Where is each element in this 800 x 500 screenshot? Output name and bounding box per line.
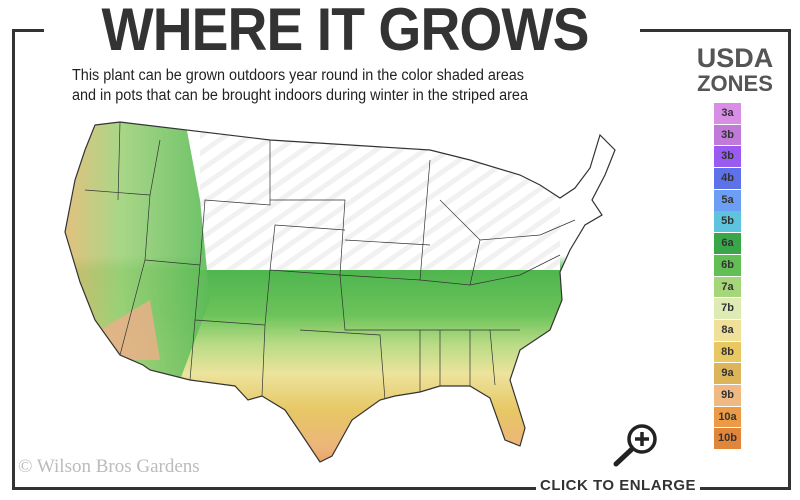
legend-zone-4b: 4b	[714, 168, 741, 189]
zone-legend: 3a 3b 3b 4b 5a 5b 6a 6b 7a 7b 8a 8b 9a 9b 10a 10b	[714, 103, 741, 450]
legend-zone-8b: 8b	[714, 341, 741, 363]
legend-zone-5a: 5a	[714, 189, 741, 211]
legend-zone-3b: 3b	[714, 124, 741, 146]
legend-zone-9b: 9b	[714, 384, 741, 406]
legend-title-line-1: USDA	[696, 43, 774, 73]
legend-zone-7a: 7a	[714, 276, 741, 298]
subtitle: This plant can be grown outdoors year ro…	[72, 66, 630, 106]
legend-zone-6a: 6a	[714, 233, 741, 254]
frame-left	[12, 29, 15, 490]
subtitle-line-1: This plant can be grown outdoors year ro…	[72, 67, 524, 84]
legend-zone-3b: 3b	[714, 146, 741, 168]
legend-zone-5b: 5b	[714, 211, 741, 233]
legend-zone-3a: 3a	[714, 103, 741, 124]
frame-bottom	[12, 487, 791, 490]
frame-top-left	[12, 29, 44, 32]
magnifier-plus-icon[interactable]	[610, 422, 662, 468]
subtitle-line-2: and in pots that can be brought indoors …	[72, 87, 528, 104]
legend-title: USDA ZONES	[680, 45, 790, 97]
usa-zone-map[interactable]	[40, 100, 630, 470]
copyright-watermark: © Wilson Bros Gardens	[18, 456, 200, 477]
click-to-enlarge-button[interactable]: CLICK TO ENLARGE	[536, 477, 701, 494]
legend-zone-10b: 10b	[714, 428, 741, 450]
legend-title-line-2: ZONES	[697, 71, 773, 96]
west-zones	[65, 122, 210, 380]
striped-area	[200, 130, 560, 270]
frame-right	[788, 29, 791, 490]
legend-zone-8a: 8a	[714, 319, 741, 341]
desert-zone	[100, 300, 160, 360]
legend-zone-9a: 9a	[714, 363, 741, 385]
legend-zone-7b: 7b	[714, 298, 741, 319]
page-title: WHERE IT GROWS	[101, 0, 590, 63]
legend-zone-6b: 6b	[714, 254, 741, 276]
state-borders	[84, 122, 576, 401]
legend-zone-10a: 10a	[714, 406, 741, 428]
frame-top-right	[640, 29, 791, 32]
